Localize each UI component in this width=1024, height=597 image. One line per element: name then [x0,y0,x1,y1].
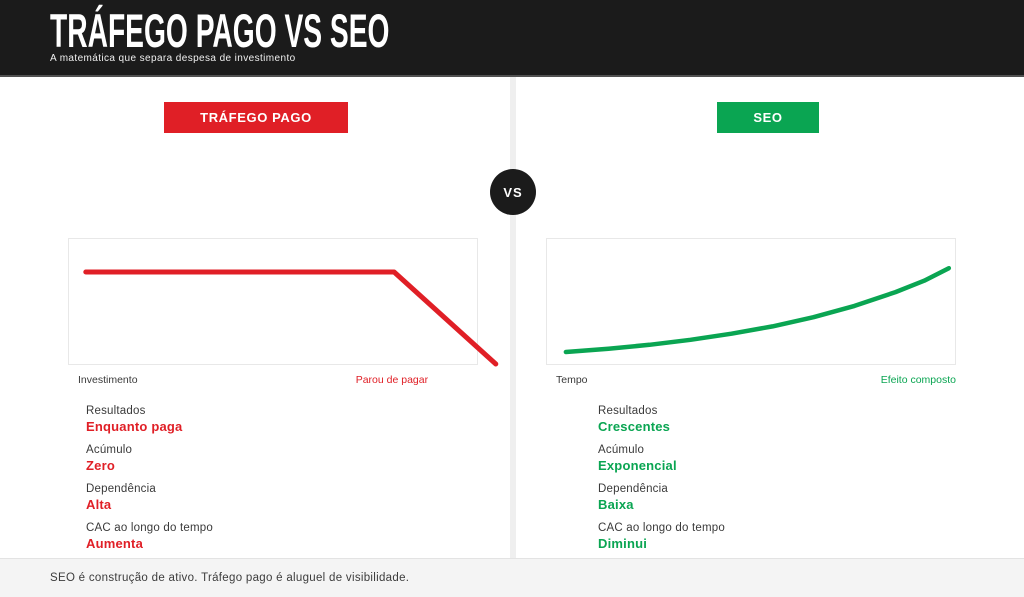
stat-label: Acúmulo [598,444,645,456]
seo-annotation: Efeito composto [880,374,956,386]
stat-resultados: Resultados Crescentes [598,403,1024,434]
stat-dependencia: Dependência Baixa [598,481,1024,512]
paid-traffic-badge: TRÁFEGO PAGO [164,102,348,133]
seo-column: SEO Tempo Efeito composto Resultados Cre… [512,77,1024,558]
stat-value: Crescentes [598,419,671,434]
stat-acumulo: Acúmulo Zero [86,442,512,473]
seo-chart-labels: Tempo Efeito composto [546,374,956,387]
stat-label: CAC ao longo do tempo [86,522,213,534]
paid-traffic-xlabel: Investimento [78,374,138,386]
seo-chart [546,238,956,365]
stat-acumulo: Acúmulo Exponencial [598,442,1024,473]
paid-traffic-annotation: Parou de pagar [355,374,429,386]
paid-traffic-column: TRÁFEGO PAGO Investimento Parou de pagar… [0,77,512,558]
vs-badge: VS [490,169,536,215]
stat-cac: CAC ao longo do tempo Aumenta [86,520,512,551]
stat-label: Resultados [86,405,146,417]
stat-dependencia: Dependência Alta [86,481,512,512]
stat-value: Aumenta [86,536,144,551]
stat-value: Enquanto paga [86,419,183,434]
seo-xlabel: Tempo [556,374,588,386]
paid-traffic-stats: Resultados Enquanto paga Acúmulo Zero De… [0,403,512,551]
stat-label: CAC ao longo do tempo [598,522,725,534]
stat-cac: CAC ao longo do tempo Diminui [598,520,1024,551]
stat-value: Diminui [598,536,648,551]
stat-label: Dependência [598,483,668,495]
stat-resultados: Resultados Enquanto paga [86,403,512,434]
page-subtitle: A matemática que separa despesa de inves… [50,53,296,65]
stat-label: Acúmulo [86,444,133,456]
footer: SEO é construção de ativo. Tráfego pago … [0,558,1024,597]
stat-value: Baixa [598,497,634,512]
seo-stats: Resultados Crescentes Acúmulo Exponencia… [512,403,1024,551]
stat-value: Exponencial [598,458,677,473]
stat-label: Resultados [598,405,658,417]
page-title: TRÁFEGO PAGO VS SEO [50,4,390,57]
stat-value: Zero [86,458,115,473]
paid-traffic-chart [68,238,499,367]
seo-badge: SEO [717,102,819,133]
comparison-area: VS TRÁFEGO PAGO Investimento Parou de pa… [0,77,1024,558]
stat-value: Alta [86,497,112,512]
center-divider [510,77,516,558]
stat-label: Dependência [86,483,156,495]
paid-traffic-chart-labels: Investimento Parou de pagar [68,374,478,387]
header: TRÁFEGO PAGO VS SEO A matemática que sep… [0,0,1024,77]
footer-text: SEO é construção de ativo. Tráfego pago … [50,572,410,584]
